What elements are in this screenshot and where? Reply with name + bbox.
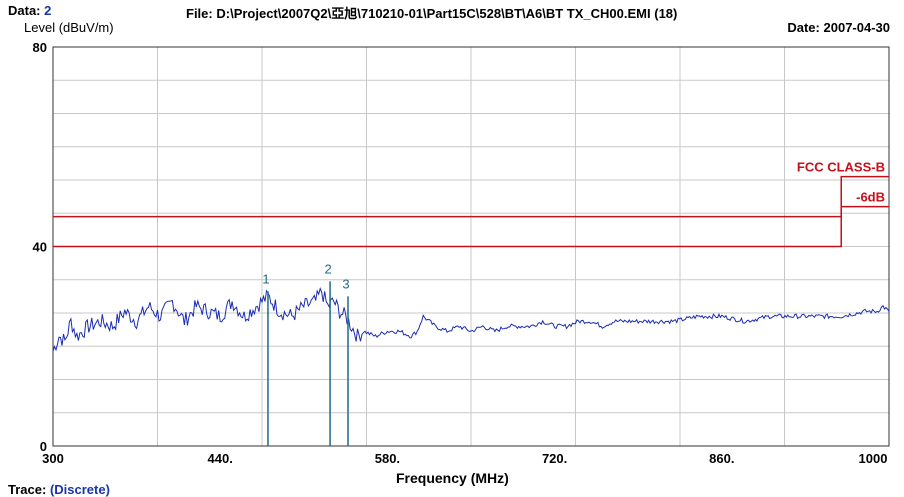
file-index: (18): [654, 6, 678, 21]
trace-info: Trace: (Discrete): [8, 482, 110, 497]
y-tick-label: 40: [33, 240, 47, 255]
trace-label: Trace:: [8, 482, 47, 497]
limit-line: [53, 205, 889, 218]
data-value: 2: [44, 3, 52, 18]
marker-label: 3: [342, 276, 349, 291]
x-tick-label: 720.: [542, 451, 567, 466]
data-label: Data:: [8, 3, 41, 18]
trace-value: (Discrete): [49, 482, 110, 497]
limit-label: -6dB: [856, 190, 885, 205]
y-tick-label: 0: [40, 439, 47, 454]
date-label: Date:: [787, 20, 820, 35]
data-label-group: Data: 2: [8, 3, 51, 18]
date-info: Date: 2007-04-30: [787, 20, 890, 35]
x-tick-label: 300: [42, 451, 64, 466]
file-label: File:: [186, 6, 213, 21]
x-tick-label: 1000: [859, 451, 888, 466]
marker-label: 2: [324, 261, 331, 276]
y-axis-label: Level (dBuV/m): [24, 20, 114, 35]
x-axis-label: Frequency (MHz): [396, 470, 509, 486]
x-tick-label: 860.: [709, 451, 734, 466]
y-tick-label: 80: [33, 40, 47, 55]
x-tick-label: 580.: [375, 451, 400, 466]
marker-label: 1: [262, 271, 269, 286]
file-path: D:\Project\2007Q2\亞旭\710210-01\Part15C\5…: [216, 6, 651, 21]
x-tick-label: 440.: [208, 451, 233, 466]
date-value: 2007-04-30: [823, 20, 891, 35]
emission-trace: [52, 287, 890, 352]
file-info: File: D:\Project\2007Q2\亞旭\710210-01\Par…: [186, 3, 677, 22]
limit-label: FCC CLASS-B: [797, 160, 885, 175]
